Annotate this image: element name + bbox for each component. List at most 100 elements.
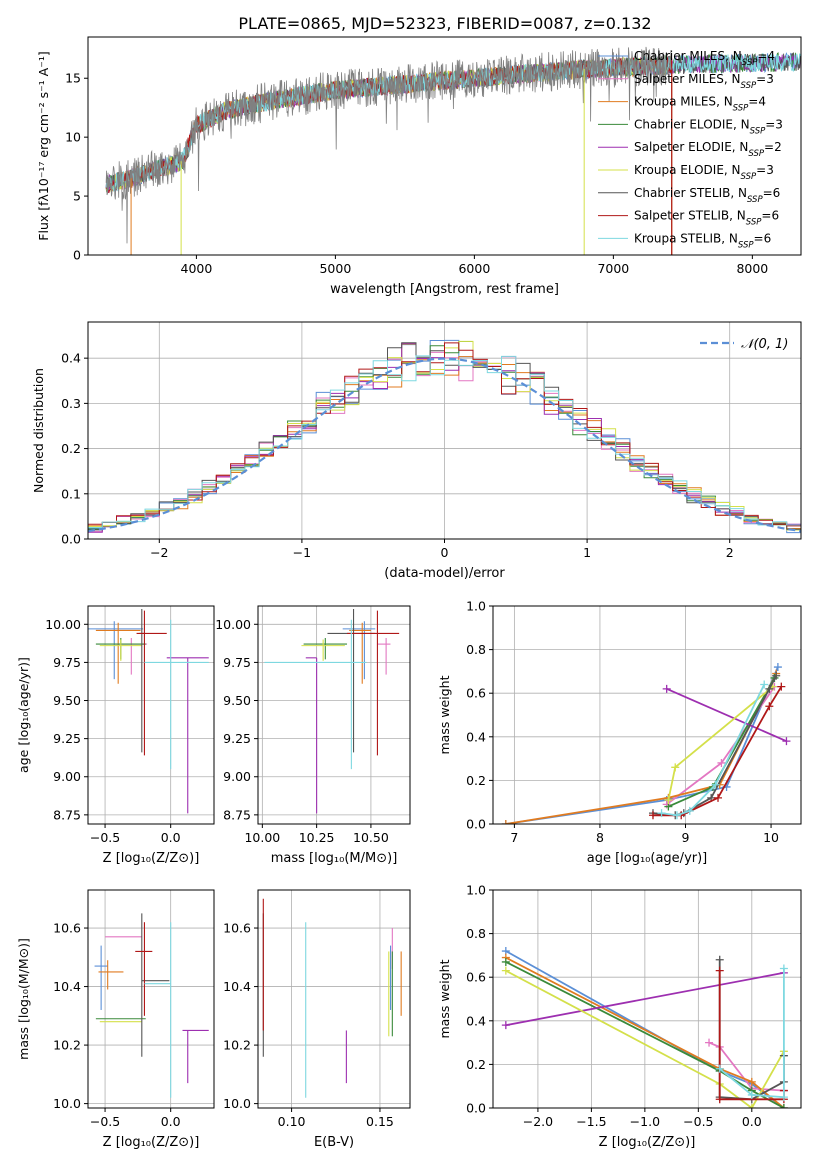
errorbar-point: [135, 922, 153, 1016]
errorbar-point: [95, 622, 141, 684]
legend-label: Kroupa STELIB, NSSP=6: [634, 231, 771, 250]
plot-area: [105, 46, 801, 255]
y-tick-label: 1.0: [466, 883, 486, 898]
legend-label: Kroupa MILES, NSSP=4: [634, 95, 766, 114]
y-axis-label: mass [log₁₀(M/M⊙)]: [16, 938, 31, 1060]
errorbar-point: [305, 657, 318, 814]
x-tick-label: 0.15: [366, 1114, 394, 1129]
x-tick-label: 10.50: [353, 830, 389, 845]
legend: Chabrier MILES, NSSP=4 Salpeter MILES, NS…: [598, 49, 783, 250]
y-tick-label: 0.8: [466, 926, 486, 941]
x-tick-label: −0.5: [90, 1114, 120, 1129]
y-tick-label: 0.3: [61, 396, 81, 411]
y-tick-label: 10.6: [53, 921, 81, 936]
axes-frame: [492, 889, 802, 1109]
chart-age_vs_Z: −0.5 0.0 8.75 9.00 9.25 9.50 9.75 10.00 Z [log₁₀…: [16, 605, 215, 866]
axes-frame: [87, 889, 215, 1109]
chart-mass_vs_EBV: 0.10 0.15 10.0 10.2 10.4 10.6 E(B-V): [223, 889, 411, 1150]
x-tick-label: 1: [583, 545, 591, 560]
y-tick-label: 9.50: [223, 693, 251, 708]
observed-spectrum-line: [105, 46, 672, 244]
legend-label: Chabrier MILES, NSSP=4: [634, 49, 775, 68]
y-tick-label: 0.4: [61, 351, 81, 366]
chart-age_vs_mass: 10.00 10.25 10.50 8.75 9.00 9.25 9.50 9.75 10.00…: [215, 605, 411, 866]
x-tick-label: 10: [763, 830, 779, 845]
y-tick-label: 0.4: [466, 729, 486, 744]
weight-series-line: [708, 1041, 784, 1092]
x-tick-label: 0.0: [161, 1114, 181, 1129]
y-tick-label: 10.00: [215, 617, 251, 632]
y-tick-label: 10.2: [223, 1038, 251, 1053]
x-tick-label: 2: [726, 545, 734, 560]
model-spectrum-line: [105, 57, 673, 255]
weight-point-marker: [501, 966, 510, 975]
weight-point-marker: [715, 955, 724, 964]
plot-area: [88, 339, 801, 534]
y-tick-label: 0.2: [466, 773, 486, 788]
x-tick-label: 6000: [458, 261, 490, 276]
y-tick-label: 10.0: [53, 1096, 81, 1111]
y-tick-label: 10.00: [45, 617, 81, 632]
y-tick-label: 0.6: [466, 970, 486, 985]
weight-point-marker: [772, 671, 781, 680]
grid-lines: [258, 606, 410, 824]
errorbar-point: [94, 945, 108, 1010]
legend-label: Salpeter MILES, NSSP=3: [634, 72, 774, 91]
x-tick-label: 0: [441, 545, 449, 560]
x-tick-label: 10.00: [244, 830, 280, 845]
x-tick-label: 4000: [181, 261, 213, 276]
figure-title: PLATE=0865, MJD=52323, FIBERID=0087, z=0…: [238, 14, 651, 33]
grid-lines: [258, 890, 410, 1108]
y-tick-label: 10.4: [223, 979, 251, 994]
weight-point-marker: [662, 684, 671, 693]
weight-point-marker: [664, 796, 673, 805]
residual-histogram-step: [88, 342, 801, 527]
y-tick-label: 0.1: [61, 486, 81, 501]
weight-point-marker: [747, 1104, 756, 1108]
weight-series-line: [505, 969, 785, 1108]
x-tick-label: −2.0: [523, 1114, 553, 1129]
errorbar-point: [264, 619, 367, 770]
y-tick-label: 0.2: [61, 441, 81, 456]
y-tick-label: 10.0: [223, 1096, 251, 1111]
x-tick-label: 7: [510, 830, 518, 845]
x-tick-label: 7000: [597, 261, 629, 276]
errorbar-point: [377, 638, 391, 675]
errorbar-point: [144, 619, 209, 770]
y-tick-label: 15: [65, 71, 81, 86]
y-tick-label: 10.2: [53, 1038, 81, 1053]
weight-point-marker: [760, 680, 769, 689]
weight-point-marker: [501, 820, 510, 824]
y-tick-label: 0.6: [466, 686, 486, 701]
weight-point-marker: [779, 1104, 788, 1108]
y-tick-label: 8.75: [223, 807, 251, 822]
plot-area: [501, 663, 791, 824]
errorbar-point: [144, 922, 172, 1098]
x-axis-label: Z [log₁₀(Z/Z⊙)]: [103, 851, 200, 866]
chart-massweight_vs_Z: −2.0 −1.5 −1.0 −0.5 0.0 0.0 0.2 0.4 0.6 0.8 1.0 Z […: [437, 883, 802, 1150]
weight-point-marker: [715, 1064, 724, 1073]
x-tick-label: 0.10: [278, 1114, 306, 1129]
x-axis-label: Z [log₁₀(Z/Z⊙)]: [599, 1135, 696, 1150]
x-axis-label: age [log₁₀(age/yr)]: [587, 851, 708, 866]
x-tick-label: −1.0: [630, 1114, 660, 1129]
errorbar-point: [141, 913, 170, 1057]
weight-series-line: [505, 971, 785, 1027]
axes-frame: [492, 605, 802, 825]
weight-series: [662, 684, 791, 746]
y-axis-label: mass weight: [437, 675, 452, 754]
plot-area: [501, 947, 788, 1108]
x-tick-label: −0.5: [90, 830, 120, 845]
residual-histogram-step: [88, 355, 801, 528]
axes-frame: [87, 605, 215, 825]
errorbar-point: [98, 960, 124, 990]
weight-point-marker: [715, 1095, 724, 1104]
weight-point-marker: [672, 811, 681, 820]
model-spectrum-line: [105, 52, 801, 192]
weight-point-marker: [765, 684, 774, 693]
weight-point-marker: [777, 682, 786, 691]
y-tick-label: 9.00: [223, 769, 251, 784]
weight-point-marker: [714, 793, 723, 802]
weight-point-marker: [765, 702, 774, 711]
errorbar-point: [182, 1029, 209, 1084]
